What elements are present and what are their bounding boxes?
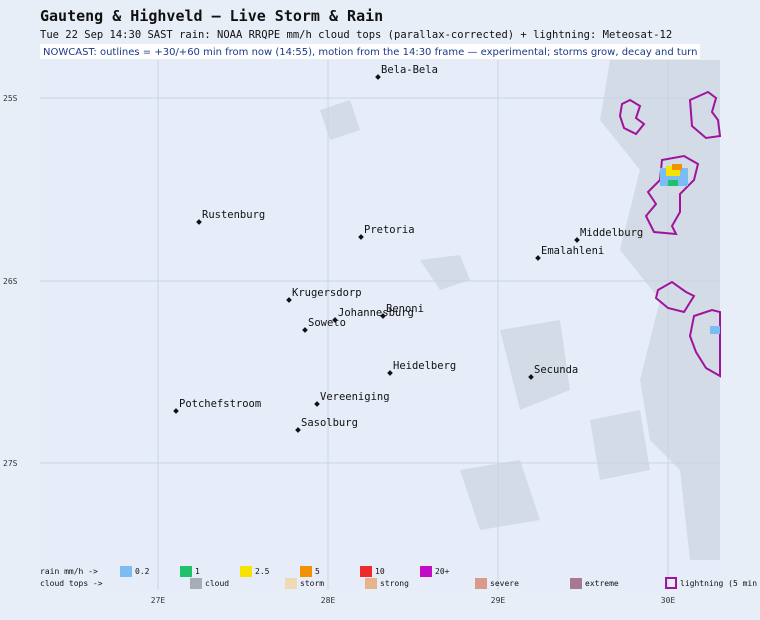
legend-swatch [240, 566, 252, 577]
place-marker [295, 427, 301, 433]
map: 25S 26S 27S 27E 28E 29E 30E Bela-Bela Rustenbur… [3, 60, 722, 605]
legend-label: strong [380, 579, 409, 588]
place-label: Johannesburg [338, 307, 414, 319]
legend-label: 0.2 [135, 567, 150, 576]
legend-swatch [180, 566, 192, 577]
lon-label: 28E [321, 596, 336, 605]
lon-label: 30E [661, 596, 676, 605]
rain-cells [660, 164, 720, 334]
legend-swatch [420, 566, 432, 577]
lat-label: 25S [3, 94, 18, 103]
legend-label: severe [490, 579, 519, 588]
place-label: Soweto [308, 317, 346, 329]
lat-label: 27S [3, 459, 18, 468]
place-marker [375, 74, 381, 80]
legend-swatch [365, 578, 377, 589]
legend-label: storm [300, 579, 324, 588]
place-label: Middelburg [580, 227, 643, 239]
place-label: Benoni [386, 303, 424, 315]
place-label: Emalahleni [541, 245, 604, 257]
place-label: Krugersdorp [292, 287, 362, 299]
legend-label: cloud [205, 579, 229, 588]
legend-swatch [120, 566, 132, 577]
legend-swatch [300, 566, 312, 577]
legend-label: extreme [585, 579, 619, 588]
place-marker [196, 219, 202, 225]
place-marker [302, 327, 308, 333]
legend-swatch [570, 578, 582, 589]
legend-rain-label: rain mm/h -> [40, 567, 98, 576]
legend-swatch [475, 578, 487, 589]
legend-swatch [665, 577, 677, 589]
legend-swatch [190, 578, 202, 589]
place-marker [574, 237, 580, 243]
lon-label: 29E [491, 596, 506, 605]
place-marker [387, 370, 393, 376]
legend-swatch [285, 578, 297, 589]
legend-swatch [360, 566, 372, 577]
place-marker [535, 255, 541, 261]
place-marker [332, 317, 338, 323]
place-label: Heidelberg [393, 360, 456, 372]
legend: rain mm/h -> cloud tops -> 0.2 1 2.5 5 10 20+… [40, 566, 757, 589]
legend-label: 1 [195, 567, 200, 576]
legend-label: lightning (5 min [680, 579, 757, 588]
place-marker [173, 408, 179, 414]
place-marker [314, 401, 320, 407]
legend-label: 2.5 [255, 567, 270, 576]
legend-cloud-label: cloud tops -> [40, 579, 103, 588]
place-label: Potchefstroom [179, 398, 261, 410]
nowcast-banner [40, 44, 700, 59]
place-marker [286, 297, 292, 303]
graticule [40, 60, 720, 590]
legend-label: 20+ [435, 567, 450, 576]
lat-label: 26S [3, 277, 18, 286]
place-label: Pretoria [364, 224, 415, 236]
place-label: Secunda [534, 364, 578, 376]
title: Gauteng & Highveld – Live Storm & Rain [40, 7, 383, 25]
map-area [40, 60, 720, 590]
lon-label: 27E [151, 596, 166, 605]
place-marker [528, 374, 534, 380]
place-label: Sasolburg [301, 417, 358, 429]
place-marker [380, 313, 386, 319]
nowcast-text: NOWCAST: outlines = +30/+60 min from now… [43, 47, 697, 58]
place-label: Vereeniging [320, 391, 390, 403]
legend-label: 5 [315, 567, 320, 576]
place-label: Rustenburg [202, 209, 265, 221]
lightning-outlines [618, 90, 722, 378]
legend-label: 10 [375, 567, 385, 576]
place-marker [358, 234, 364, 240]
place-label: Bela-Bela [381, 64, 438, 76]
subtitle: Tue 22 Sep 14:30 SAST rain: NOAA RRQPE m… [40, 29, 672, 41]
